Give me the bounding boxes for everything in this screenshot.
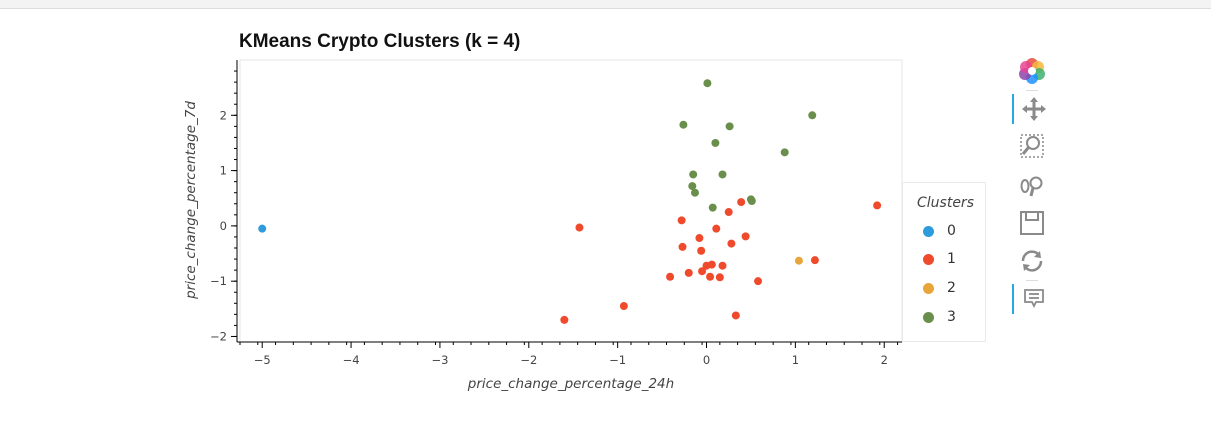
data-point: [754, 277, 763, 286]
y-tick-label: 0: [220, 219, 227, 233]
legend-swatch: [923, 225, 934, 237]
x-axis-label: price_change_percentage_24h: [467, 376, 675, 392]
y-axis-label: price_change_percentage_7d: [183, 101, 199, 299]
data-point: [780, 148, 789, 157]
toolbar-separator: [1026, 280, 1038, 281]
legend-swatch: [923, 282, 934, 294]
legend-item-0[interactable]: 0: [923, 221, 956, 241]
data-point: [741, 232, 750, 241]
data-point: [706, 272, 715, 281]
plot-frame: [239, 59, 903, 343]
data-point: [689, 170, 698, 179]
data-point: [808, 111, 817, 120]
data-points: [258, 79, 882, 324]
toolbar-separator: [1026, 90, 1038, 91]
data-point: [794, 256, 803, 265]
x-tick-label: −5: [254, 353, 271, 367]
data-point: [873, 201, 882, 210]
legend-label: 0: [947, 223, 956, 239]
chart-title: KMeans Crypto Clusters (k = 4): [239, 31, 521, 52]
data-point: [619, 302, 628, 311]
data-point: [258, 224, 267, 233]
data-point: [666, 272, 675, 281]
data-point: [697, 246, 706, 255]
data-point: [575, 223, 584, 232]
x-tick-label: 0: [703, 353, 710, 367]
y-tick-label: 1: [220, 164, 227, 178]
legend-item-2[interactable]: 2: [923, 278, 956, 298]
y-tick-label: −1: [210, 274, 227, 288]
data-point: [718, 261, 727, 270]
legend-swatch: [923, 311, 934, 323]
legend-label: 2: [947, 280, 956, 296]
bokeh-logo-icon[interactable]: [1012, 56, 1052, 86]
data-point: [690, 188, 699, 197]
scatter-plot[interactable]: −5 −4 −3 −2 −1 0 1 2 −2 −1 0 1 2: [0, 0, 1000, 440]
reset-icon[interactable]: [1012, 246, 1052, 276]
data-point: [698, 267, 707, 276]
data-point: [711, 138, 720, 147]
data-point: [560, 315, 569, 324]
x-tick-label: −1: [609, 353, 626, 367]
axes: −5 −4 −3 −2 −1 0 1 2 −2 −1 0 1 2: [210, 60, 902, 367]
y-tick-label: −2: [210, 329, 227, 343]
data-point: [737, 198, 746, 207]
legend-title: Clusters: [917, 195, 974, 211]
legend-item-1[interactable]: 1: [923, 249, 956, 269]
hover-icon[interactable]: [1012, 284, 1054, 314]
legend[interactable]: Clusters 0 1 2 3: [902, 182, 986, 342]
y-tick-label: 2: [220, 108, 227, 122]
data-point: [712, 224, 721, 233]
data-point: [731, 311, 740, 320]
window-top-bar: [0, 0, 1211, 9]
data-point: [718, 170, 727, 179]
data-point: [724, 208, 733, 217]
save-icon[interactable]: [1012, 208, 1052, 238]
data-point: [747, 197, 756, 205]
wheel-zoom-icon[interactable]: [1012, 171, 1052, 201]
x-tick-label: −3: [431, 353, 448, 367]
legend-item-3[interactable]: 3: [923, 307, 956, 327]
data-point: [715, 273, 724, 282]
x-tick-label: −4: [343, 353, 360, 367]
box-zoom-icon[interactable]: [1012, 131, 1052, 161]
data-point: [708, 203, 717, 212]
data-point: [678, 242, 687, 251]
data-point: [688, 182, 697, 191]
data-point: [703, 79, 712, 88]
data-point: [684, 268, 693, 277]
x-tick-label: −2: [520, 353, 537, 367]
data-point: [725, 122, 734, 131]
legend-label: 1: [947, 251, 956, 267]
pan-icon[interactable]: [1012, 94, 1054, 124]
data-point: [810, 256, 819, 265]
data-point: [679, 120, 688, 129]
legend-swatch: [923, 253, 934, 265]
data-point: [695, 234, 704, 243]
data-point: [707, 260, 716, 269]
legend-label: 3: [947, 309, 956, 325]
x-tick-label: 1: [792, 353, 799, 367]
data-point: [727, 239, 736, 248]
data-point: [677, 216, 686, 225]
x-tick-label: 2: [881, 353, 888, 367]
plot-toolbar: [1012, 56, 1052, 326]
